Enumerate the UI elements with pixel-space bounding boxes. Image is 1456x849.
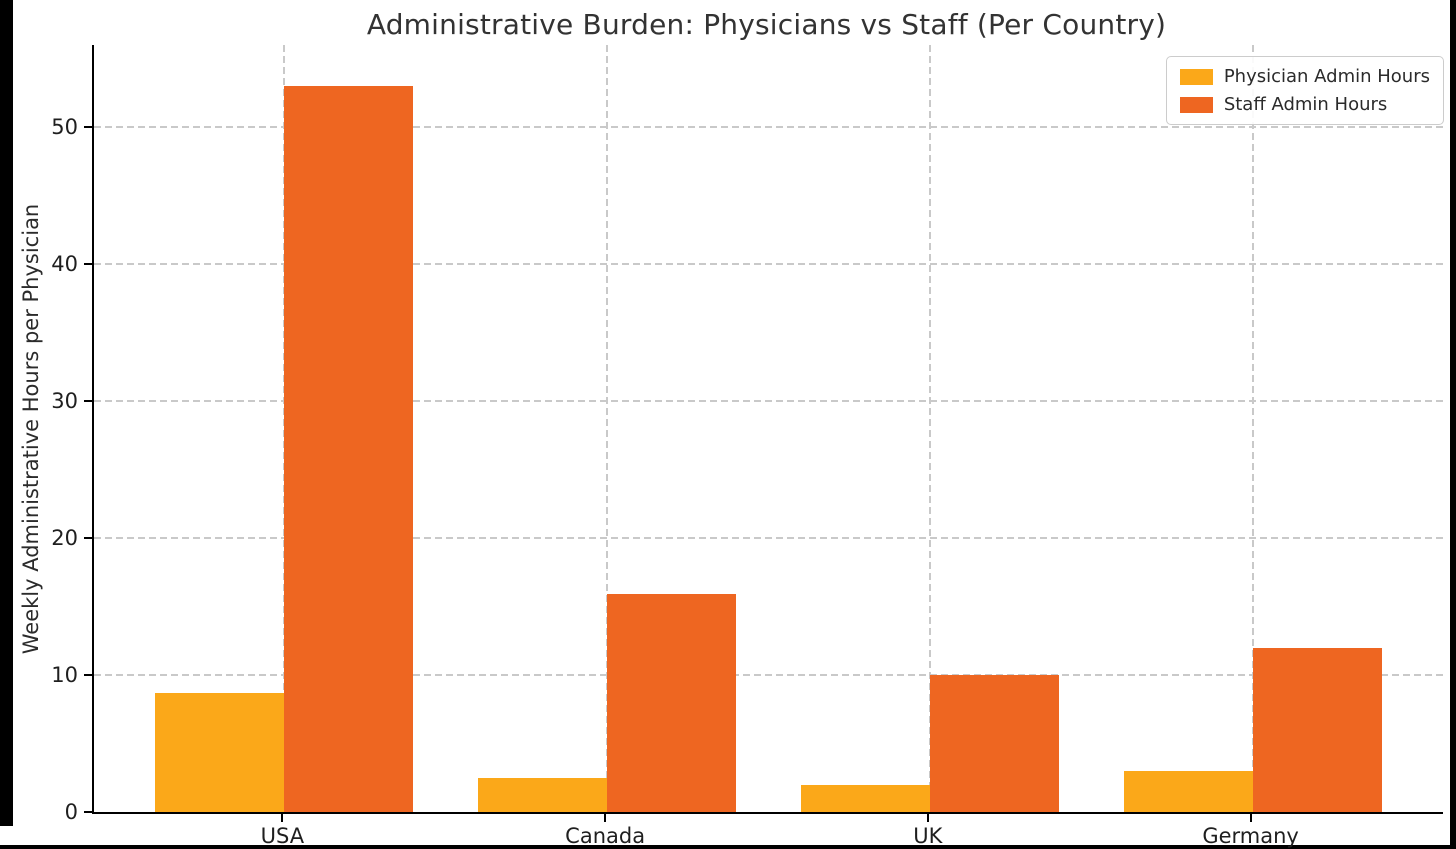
x-tick-mark-Canada (604, 814, 607, 822)
gridline-horizontal-20 (94, 537, 1443, 540)
y-tick-mark-30 (84, 400, 92, 403)
y-tick-label-0: 0 (64, 800, 78, 824)
x-tick-label-Canada: Canada (565, 824, 646, 848)
y-tick-label-40: 40 (51, 252, 78, 277)
y-axis-label: Weekly Administrative Hours per Physicia… (19, 203, 43, 655)
bar-usa-staff (284, 86, 414, 812)
legend-box: Physician Admin Hours Staff Admin Hours (1165, 56, 1444, 125)
y-tick-mark-10 (84, 674, 92, 677)
legend-entry-staff: Staff Admin Hours (1179, 94, 1430, 115)
gridline-vertical-Germany (1251, 45, 1254, 812)
x-tick-label-USA: USA (260, 824, 305, 848)
bar-canada-physician (478, 777, 608, 812)
legend-label-physician: Physician Admin Hours (1223, 66, 1430, 87)
gridline-vertical-UK (928, 45, 931, 812)
legend-entry-physician: Physician Admin Hours (1179, 66, 1430, 87)
y-tick-mark-50 (84, 126, 92, 129)
y-tick-label-20: 20 (51, 526, 78, 551)
x-tick-mark-USA (281, 814, 284, 822)
bar-germany-staff (1252, 647, 1382, 812)
bar-uk-staff (929, 675, 1059, 812)
bar-uk-physician (800, 784, 930, 812)
letterbox-right-strip (1450, 0, 1456, 849)
y-tick-mark-20 (84, 537, 92, 540)
y-tick-label-50: 50 (51, 115, 78, 140)
gridline-horizontal-40 (94, 263, 1443, 266)
bar-canada-staff (607, 594, 737, 812)
y-tick-label-30: 30 (51, 389, 78, 414)
y-tick-mark-0 (84, 811, 92, 813)
gridline-vertical-Canada (606, 45, 609, 812)
plot-area (92, 45, 1443, 814)
x-tick-mark-Germany (1249, 814, 1252, 822)
bar-germany-physician (1123, 770, 1253, 812)
legend-swatch-staff (1179, 96, 1213, 113)
x-tick-label-Germany: Germany (1202, 824, 1299, 848)
gridline-horizontal-10 (94, 674, 1443, 677)
gridline-horizontal-50 (94, 126, 1443, 129)
chart-title: Administrative Burden: Physicians vs Sta… (366, 8, 1167, 41)
y-tick-label-10: 10 (51, 663, 78, 688)
y-tick-mark-40 (84, 263, 92, 266)
letterbox-bottom-strip (0, 845, 1456, 849)
legend-swatch-physician (1179, 68, 1213, 85)
x-tick-mark-UK (926, 814, 929, 822)
legend-label-staff: Staff Admin Hours (1223, 94, 1388, 115)
gridline-horizontal-30 (94, 400, 1443, 403)
bar-usa-physician (155, 692, 285, 812)
letterbox-left-strip (0, 0, 13, 826)
x-tick-label-UK: UK (913, 824, 943, 848)
